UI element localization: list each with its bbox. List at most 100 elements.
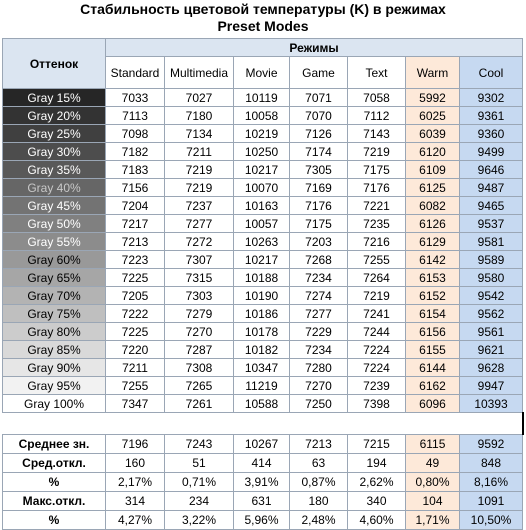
table-cell: 7224 <box>347 358 406 377</box>
table-cell: 7261 <box>164 394 234 413</box>
table-cell: 10188 <box>233 268 290 287</box>
table-row: Gray 75% 7222 7279 10186 7277 7241 6154 9562 <box>2 304 523 323</box>
table-cell: 6039 <box>405 124 460 143</box>
table-cell: 9562 <box>459 304 523 323</box>
table-cell: 7225 <box>105 322 165 341</box>
table-cell: 7112 <box>347 106 406 125</box>
table-cell: 7027 <box>164 88 234 107</box>
table-cell: 7265 <box>164 376 234 395</box>
stats-cell: 51 <box>164 453 234 473</box>
table-cell: 10057 <box>233 214 290 233</box>
table-row: Gray 15% 7033 7027 10119 7071 7058 5992 9302 <box>2 88 523 107</box>
table-cell: 7176 <box>347 178 406 197</box>
table-cell: 10393 <box>459 394 523 413</box>
stats-cell: 2,48% <box>289 510 348 530</box>
row-label: Gray 55% <box>2 232 106 251</box>
row-label: Gray 90% <box>2 358 106 377</box>
table-cell: 7279 <box>164 304 234 323</box>
table-cell: 9361 <box>459 106 523 125</box>
table-cell: 7143 <box>347 124 406 143</box>
stats-cell: 7215 <box>347 434 406 454</box>
table-cell: 7174 <box>289 142 348 161</box>
stats-cell: 0,87% <box>289 472 348 492</box>
table-cell: 7224 <box>347 340 406 359</box>
stats-cell: 63 <box>289 453 348 473</box>
table-cell: 10588 <box>233 394 290 413</box>
table-cell: 6082 <box>405 196 460 215</box>
table-cell: 6125 <box>405 178 460 197</box>
table-cell: 7277 <box>164 214 234 233</box>
stats-cell: 6115 <box>405 434 460 454</box>
table-cell: 5992 <box>405 88 460 107</box>
table-cell: 7176 <box>289 196 348 215</box>
row-label: Gray 85% <box>2 340 106 359</box>
stats-label: Сред.откл. <box>2 453 106 473</box>
table-cell: 10217 <box>233 160 290 179</box>
table-cell: 7315 <box>164 268 234 287</box>
table-cell: 6126 <box>405 214 460 233</box>
table-cell: 7255 <box>347 250 406 269</box>
table-row: Gray 60% 7223 7307 10217 7268 7255 6142 9589 <box>2 250 523 269</box>
table-row: Gray 90% 7211 7308 10347 7280 7224 6144 9628 <box>2 358 523 377</box>
table-cell: 9499 <box>459 142 523 161</box>
table-cell: 10250 <box>233 142 290 161</box>
table-row: Gray 70% 7205 7303 10190 7274 7219 6152 9542 <box>2 286 523 305</box>
row-label: Gray 65% <box>2 268 106 287</box>
table-cell: 9360 <box>459 124 523 143</box>
table-cell: 7277 <box>289 304 348 323</box>
stats-row: Среднее зн. 7196 7243 10267 7213 7215 6115 9592 <box>2 434 523 454</box>
table-cell: 7113 <box>105 106 165 125</box>
table-cell: 7237 <box>164 196 234 215</box>
table-cell: 7134 <box>164 124 234 143</box>
table-cell: 7303 <box>164 286 234 305</box>
separator-cell <box>2 412 106 435</box>
stats-cell: 4,60% <box>347 510 406 530</box>
table-row: Gray 25% 7098 7134 10219 7126 7143 6039 9360 <box>2 124 523 143</box>
table-cell: 10217 <box>233 250 290 269</box>
table-row: Gray 100% 7347 7261 10588 7250 7398 6096 10393 <box>2 394 523 413</box>
stats-label: % <box>2 472 106 492</box>
table-cell: 7287 <box>164 340 234 359</box>
row-label: Gray 30% <box>2 142 106 161</box>
table-cell: 7235 <box>347 214 406 233</box>
stats-cell: 8,16% <box>459 472 523 492</box>
column-header: Multimedia <box>164 56 234 89</box>
table-cell: 6025 <box>405 106 460 125</box>
table-cell: 7239 <box>347 376 406 395</box>
table-cell: 7182 <box>105 142 165 161</box>
table-cell: 7229 <box>289 322 348 341</box>
table-cell: 7071 <box>289 88 348 107</box>
table-cell: 10178 <box>233 322 290 341</box>
table-cell: 9487 <box>459 178 523 197</box>
stats-cell: 7196 <box>105 434 165 454</box>
page-title: Стабильность цветовой температуры (K) в … <box>0 1 526 35</box>
table-cell: 7221 <box>347 196 406 215</box>
table-cell: 7216 <box>347 232 406 251</box>
stats-cell: 414 <box>233 453 290 473</box>
table-cell: 7070 <box>289 106 348 125</box>
table-cell: 7219 <box>347 286 406 305</box>
row-label: Gray 60% <box>2 250 106 269</box>
row-label: Gray 95% <box>2 376 106 395</box>
table-cell: 10070 <box>233 178 290 197</box>
table-row: Gray 85% 7220 7287 10182 7234 7224 6155 9621 <box>2 340 523 359</box>
table-cell: 7211 <box>164 142 234 161</box>
table-cell: 7033 <box>105 88 165 107</box>
stats-cell: 49 <box>405 453 460 473</box>
stats-row: % 4,27% 3,22% 5,96% 2,48% 4,60% 1,71% 10,50% <box>2 510 523 530</box>
table-cell: 7204 <box>105 196 165 215</box>
table-cell: 6142 <box>405 250 460 269</box>
table-cell: 9537 <box>459 214 523 233</box>
table-cell: 7268 <box>289 250 348 269</box>
header-modes: Режимы <box>105 37 523 58</box>
table-cell: 10058 <box>233 106 290 125</box>
table-cell: 7205 <box>105 286 165 305</box>
table-cell: 7307 <box>164 250 234 269</box>
table-cell: 7255 <box>105 376 165 395</box>
column-header: Text <box>347 56 406 89</box>
table-cell: 9581 <box>459 232 523 251</box>
stats-cell: 1091 <box>459 491 523 511</box>
table-row: Gray 40% 7156 7219 10070 7169 7176 6125 9487 <box>2 178 523 197</box>
row-label: Gray 40% <box>2 178 106 197</box>
stats-row: Макс.откл. 314 234 631 180 340 104 1091 <box>2 491 523 511</box>
